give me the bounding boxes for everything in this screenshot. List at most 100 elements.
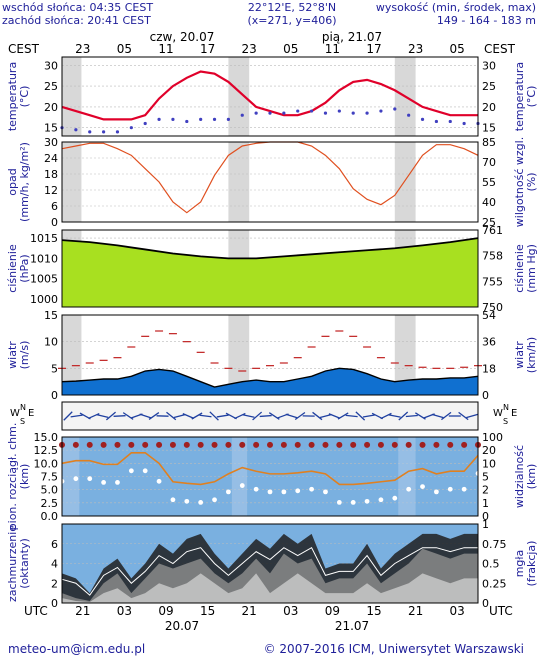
panel-frame (61, 314, 479, 396)
top-hour-label: 11 (158, 42, 173, 56)
y-tick-label-right: 20 (482, 101, 496, 114)
y-axis-label-left: pion. rozciągł. chm.(km) (6, 423, 31, 531)
wind-direction-arrow (319, 413, 332, 419)
panel-clouds_fog: 6 4 2 0 1 0.75 0.5 0.25 0 zachmurzenie(oktanty) mg… (6, 518, 538, 610)
night-band (398, 437, 416, 516)
panel-frame (61, 56, 479, 137)
wind-direction-arrow (166, 411, 177, 421)
wind-direction-arrow (405, 414, 418, 418)
y-axis-label-right: widzialność(km) (513, 445, 538, 508)
cloud-base-point (170, 497, 176, 503)
y-tick-label: 6 (51, 200, 58, 213)
dewpoint-point (296, 109, 300, 113)
y-tick-label: 15.0 (34, 431, 59, 444)
cloud-top-point (156, 441, 163, 448)
tz-left-bottom: UTC (24, 604, 48, 618)
cloud-top-point (294, 441, 301, 448)
wind-direction-arrow (105, 411, 116, 421)
wind-direction-arrow (362, 414, 375, 418)
y-axis-label-right: temperatura(°C) (513, 62, 538, 131)
cloud-base-point (101, 479, 106, 485)
cloud-top-point (142, 441, 149, 448)
cloud-base-point (87, 476, 93, 482)
date1-label: 20.07 (165, 619, 199, 633)
dewpoint-point (88, 130, 92, 134)
compass-w-left: W (10, 408, 20, 419)
elevation-values: 149 - 164 - 183 m (437, 14, 536, 27)
y-axis-label-left: ciśnienie(hPa) (6, 244, 31, 293)
bottom-hour-label: 03 (117, 604, 132, 618)
cloud-base-point (461, 486, 467, 492)
y-tick-label: 5.0 (41, 484, 59, 497)
cloud-base-point (295, 488, 301, 494)
y-tick-label: 6 (51, 538, 58, 551)
y-tick-label: 0 (51, 597, 58, 610)
y-tick-label-right: 0 (482, 389, 489, 402)
wind-direction-arrow (199, 414, 212, 418)
y-tick-label-right: 5 (482, 471, 489, 484)
night-band (228, 142, 250, 222)
dewpoint-point (379, 109, 383, 113)
top-hour-label: 05 (283, 42, 298, 56)
wind-direction-arrow (259, 414, 272, 418)
pressure-area (62, 238, 478, 307)
wind-direction-arrow (458, 411, 469, 421)
y-tick-label-right: 40 (482, 196, 496, 209)
y-tick-label: 1015 (30, 232, 58, 245)
cloud-top-point (433, 441, 440, 448)
cloud-base-point (406, 486, 412, 492)
cloud-base-point (239, 483, 245, 488)
cloud-base-point (226, 489, 231, 495)
panel-pressure: 1015 1010 1005 1000 761 758 755 750 ciśnienie(hP… (6, 224, 538, 314)
y-tick-label: 18 (44, 168, 58, 181)
cloud-base-point (142, 468, 148, 474)
y-tick-label-right: 761 (482, 224, 503, 237)
footer-email[interactable]: meteo-um@icm.edu.pl (8, 642, 145, 656)
cloud-base-point (420, 484, 425, 489)
night-band (62, 57, 82, 136)
cloud-base-point (350, 500, 356, 505)
night-band (228, 315, 250, 395)
bottom-hour-label: 03 (283, 604, 298, 618)
y-tick-label-right: 85 (482, 136, 496, 149)
y-tick-label: 24 (44, 152, 58, 165)
compass-n-left: N (20, 403, 26, 412)
y-tick-label-right: 0.25 (482, 577, 507, 590)
wind-direction-arrow (216, 414, 229, 418)
y-tick-label: 30 (44, 136, 58, 149)
cloud-base-point (378, 497, 384, 503)
cloud-base-point (212, 497, 217, 503)
y-tick-label-right: 100 (482, 431, 503, 444)
y-tick-label-right: 25 (482, 80, 496, 93)
cloud-top-point (86, 441, 93, 448)
sunset-text: zachód słońca: 20:41 CEST (2, 14, 151, 27)
top-hour-label: 23 (75, 42, 90, 56)
y-tick-label: 2.5 (41, 497, 59, 510)
coords-text: 22°12'E, 52°8'N (248, 1, 336, 14)
y-tick-label: 7.5 (41, 471, 59, 484)
tz-right-bottom: UTC (489, 604, 513, 618)
y-tick-label-right: 36 (482, 336, 496, 349)
night-band (62, 142, 82, 222)
elevation-title: wysokość (min, środek, max) (376, 1, 536, 14)
wind-direction-arrow (380, 412, 392, 420)
compass-e-left: E (28, 408, 34, 419)
wind-direction-arrow (337, 412, 349, 420)
dewpoint-point (199, 117, 203, 121)
wind-direction-arrow (252, 411, 263, 421)
top-hour-label: 17 (200, 42, 215, 56)
wind-direction-arrow (182, 413, 195, 419)
y-axis-label-right: ciśnienie(mm Hg) (513, 244, 538, 293)
y-tick-label: 12.5 (34, 444, 59, 457)
dewpoint-point (115, 130, 120, 134)
y-tick-label: 1000 (30, 293, 58, 306)
wind-direction-arrow (345, 414, 358, 418)
dewpoint-point (254, 111, 258, 115)
bottom-hour-label: 09 (158, 604, 173, 618)
y-tick-label: 0.0 (41, 510, 59, 523)
y-tick-label: 30 (44, 59, 58, 72)
compass-s-left: S (20, 417, 25, 426)
cloud-base-point (364, 498, 370, 504)
compass-e-right: E (511, 408, 517, 419)
